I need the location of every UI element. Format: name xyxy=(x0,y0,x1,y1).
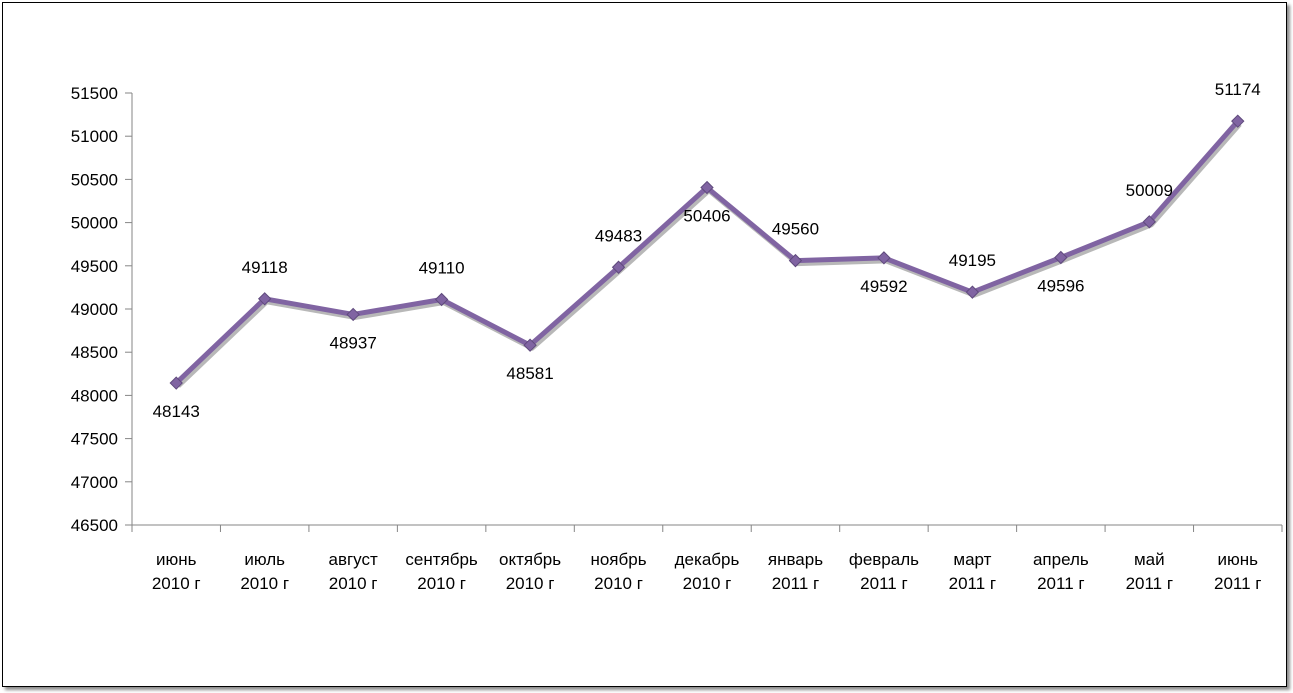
y-tick-label: 50500 xyxy=(71,170,118,189)
y-tick-label: 47000 xyxy=(71,473,118,492)
data-point-marker xyxy=(169,376,183,390)
data-label: 50406 xyxy=(683,207,730,226)
y-tick-label: 51500 xyxy=(71,84,118,103)
x-tick-label: март 2011 г xyxy=(949,550,996,593)
data-label: 49483 xyxy=(595,226,642,245)
x-tick-label: сентябрь 2010 г xyxy=(405,550,478,593)
data-label: 49560 xyxy=(772,220,819,239)
data-label: 49110 xyxy=(419,258,465,277)
data-label: 48581 xyxy=(506,364,553,383)
data-point-marker xyxy=(788,253,803,268)
data-label: 49118 xyxy=(242,258,288,277)
data-label: 49195 xyxy=(949,251,996,270)
data-point-marker xyxy=(1054,250,1068,265)
data-label: 48143 xyxy=(153,402,200,421)
x-tick-label: январь 2011 г xyxy=(768,550,823,593)
data-point-marker xyxy=(877,251,891,265)
data-point-marker xyxy=(700,180,714,195)
data-point-marker xyxy=(523,338,537,352)
data-point-marker xyxy=(965,285,980,299)
y-tick-label: 51000 xyxy=(71,127,118,146)
y-tick-label: 49500 xyxy=(71,257,118,276)
x-axis: июнь 2010 г июль 2010 г август 2010 г сентябрь… xyxy=(131,524,1283,593)
data-point-marker xyxy=(434,292,449,307)
y-tick-label: 49000 xyxy=(71,300,118,319)
x-tick-label: июль 2010 г xyxy=(240,550,289,593)
x-tick-label: апрель 2011 г xyxy=(1033,550,1089,593)
data-label: 49592 xyxy=(860,277,907,296)
y-tick-label: 50000 xyxy=(71,214,118,233)
data-point-marker xyxy=(346,307,360,322)
data-point-marker xyxy=(257,292,272,306)
data-point-marker xyxy=(1142,215,1157,229)
data-labels: 48143 49118 48937 49110 48581 49483 50406 49560… xyxy=(153,80,1261,421)
x-tick-label: июнь 2010 г xyxy=(152,550,201,593)
y-tick-label: 47500 xyxy=(71,430,118,449)
y-axis: 46500 47000 47500 48000 48500 49000 49500 50000… xyxy=(71,84,133,535)
y-tick-label: 48000 xyxy=(71,386,118,405)
data-label: 50009 xyxy=(1126,181,1173,200)
data-point-marker xyxy=(611,260,626,274)
data-label: 51174 xyxy=(1215,80,1261,99)
x-tick-label: июнь 2011 г xyxy=(1214,550,1261,593)
y-tick-label: 46500 xyxy=(71,516,118,535)
y-tick-label: 48500 xyxy=(71,343,118,362)
x-tick-label: август 2010 г xyxy=(329,550,378,593)
data-point-marker xyxy=(1231,114,1245,128)
x-tick-label: ноябрь 2010 г xyxy=(590,550,646,593)
data-label: 48937 xyxy=(330,333,377,352)
x-tick-label: декабрь 2010 г xyxy=(675,550,740,593)
series-layer xyxy=(169,114,1245,390)
x-tick-label: май 2011 г xyxy=(1126,550,1173,593)
x-tick-label: октябрь 2010 г xyxy=(499,550,561,593)
data-label: 49596 xyxy=(1037,277,1084,296)
x-tick-label: февраль 2011 г xyxy=(849,550,919,593)
